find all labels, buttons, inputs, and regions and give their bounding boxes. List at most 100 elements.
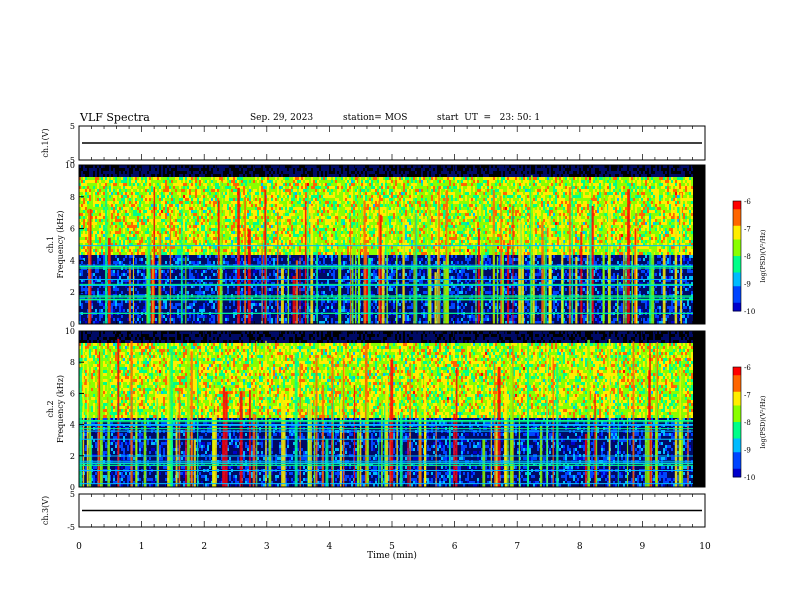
psd-cell (183, 240, 185, 243)
psd-cell (275, 198, 277, 201)
psd-cell (141, 222, 143, 225)
psd-cell (239, 219, 241, 222)
psd-cell (207, 180, 209, 183)
psd-cell (213, 243, 215, 246)
psd-cell (273, 243, 275, 246)
psd-cell (309, 189, 311, 192)
psd-cell (161, 234, 163, 237)
psd-cell (151, 189, 153, 192)
psd-cell (207, 225, 209, 228)
psd-cell (121, 207, 123, 210)
psd-cell (93, 243, 95, 246)
psd-cell (251, 237, 253, 240)
psd-cell (239, 234, 241, 237)
psd-cell (145, 300, 147, 303)
psd-cell (311, 171, 313, 174)
psd-cell (135, 240, 137, 243)
psd-cell (137, 204, 139, 207)
psd-cell (281, 231, 283, 234)
psd-cell (155, 195, 157, 198)
psd-cell (321, 177, 323, 180)
psd-cell (137, 216, 139, 219)
psd-cell (143, 243, 145, 246)
psd-cell (201, 192, 203, 195)
psd-cell (309, 318, 311, 321)
psd-cell (145, 240, 147, 243)
psd-cell (251, 225, 253, 228)
psd-cell (193, 300, 195, 303)
psd-cell (303, 231, 305, 234)
psd-cell (141, 186, 143, 189)
psd-cell (259, 198, 261, 201)
psd-cell (83, 210, 85, 213)
psd-cell (315, 261, 317, 264)
psd-cell (93, 192, 95, 195)
psd-cell (103, 216, 105, 219)
psd-cell (315, 177, 317, 180)
psd-cell (175, 198, 177, 201)
psd-cell (191, 237, 193, 240)
psd-cell (207, 219, 209, 222)
psd-cell (89, 201, 91, 204)
psd-cell (275, 237, 277, 240)
psd-cell (137, 318, 139, 321)
psd-cell (121, 228, 123, 231)
psd-cell (293, 234, 295, 237)
psd-cell (79, 216, 81, 219)
psd-cell (263, 222, 265, 225)
psd-cell (271, 321, 273, 324)
psd-cell (295, 186, 297, 189)
psd-cell (179, 261, 181, 264)
psd-cell (129, 252, 131, 255)
psd-cell (161, 270, 163, 273)
psd-cell (209, 276, 211, 279)
psd-cell (167, 276, 169, 279)
psd-cell (129, 219, 131, 222)
psd-cell (117, 237, 119, 240)
psd-cell (203, 186, 205, 189)
psd-cell (225, 237, 227, 240)
psd-cell (233, 249, 235, 252)
psd-cell (315, 252, 317, 255)
psd-cell (205, 300, 207, 303)
psd-cell (83, 219, 85, 222)
psd-cell (261, 216, 263, 219)
psd-cell (303, 192, 305, 195)
psd-cell (127, 249, 129, 252)
psd-cell (119, 192, 121, 195)
psd-cell (329, 219, 331, 222)
psd-cell (171, 315, 173, 318)
psd-cell (233, 321, 235, 324)
psd-cell (299, 213, 301, 216)
psd-cell (157, 234, 159, 237)
psd-cell (301, 231, 303, 234)
psd-cell (123, 237, 125, 240)
psd-cell (293, 222, 295, 225)
psd-cell (87, 180, 89, 183)
psd-cell (89, 192, 91, 195)
psd-cell (179, 318, 181, 321)
psd-cell (317, 231, 319, 234)
psd-cell (155, 204, 157, 207)
psd-cell (319, 168, 321, 171)
psd-cell (177, 258, 179, 261)
psd-cell (209, 183, 211, 186)
psd-cell (161, 210, 163, 213)
psd-cell (279, 204, 281, 207)
psd-cell (183, 231, 185, 234)
psd-cell (191, 246, 193, 249)
psd-cell (319, 306, 321, 309)
psd-cell (79, 174, 81, 177)
psd-cell (115, 192, 117, 195)
psd-cell (225, 180, 227, 183)
psd-cell (299, 210, 301, 213)
psd-cell (251, 246, 253, 249)
psd-cell (309, 285, 311, 288)
psd-cell (195, 234, 197, 237)
psd-cell (325, 282, 327, 285)
psd-cell (317, 204, 319, 207)
psd-cell (207, 246, 209, 249)
psd-cell (91, 231, 93, 234)
psd-cell (319, 285, 321, 288)
psd-cell (169, 165, 171, 168)
